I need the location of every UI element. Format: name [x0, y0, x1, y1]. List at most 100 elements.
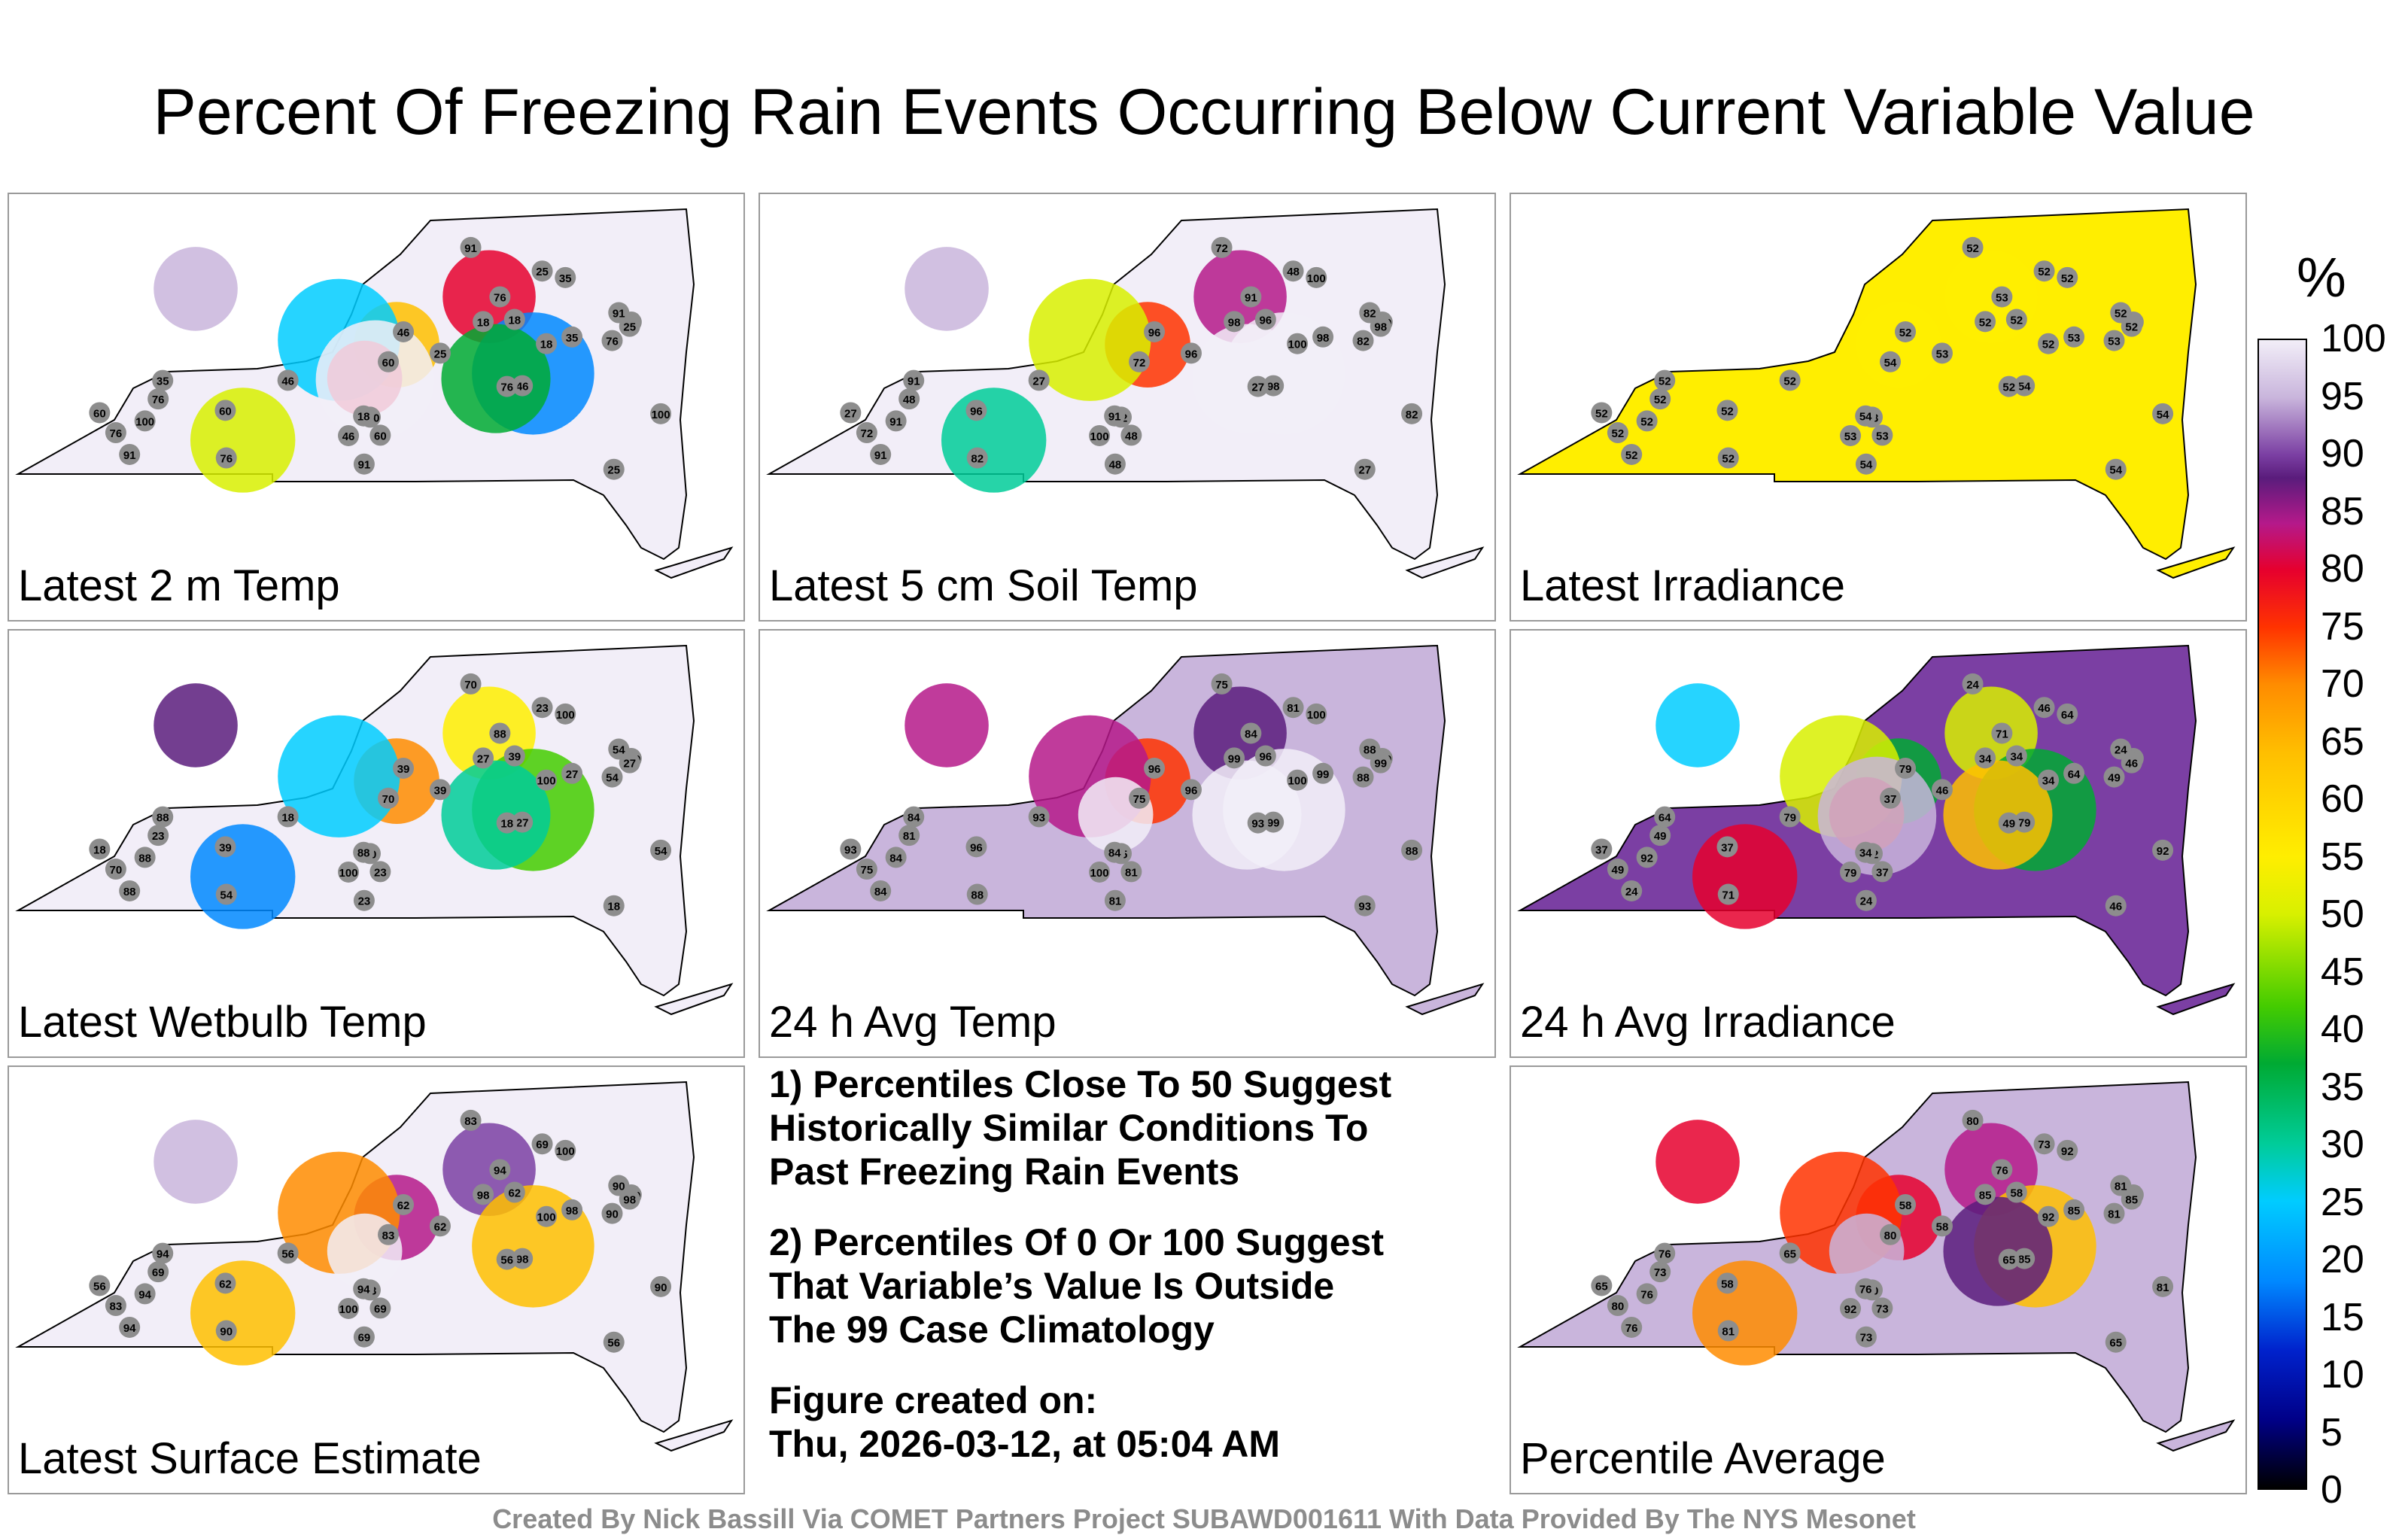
- station-marker: 75: [856, 859, 877, 880]
- station-value: 83: [464, 1115, 477, 1128]
- station-dot: [536, 769, 558, 791]
- station-marker: 98: [619, 1188, 640, 1210]
- station-dot: [1591, 1275, 1613, 1296]
- station-value: 62: [397, 1199, 410, 1212]
- station-value: 84: [874, 886, 887, 898]
- station-marker: 46: [1931, 779, 1953, 801]
- station-marker: 46: [393, 321, 415, 342]
- station-value: 88: [157, 812, 169, 825]
- station-marker: 91: [353, 453, 375, 475]
- panel-label: Latest Wetbulb Temp: [18, 998, 427, 1047]
- figure-title: Percent Of Freezing Rain Events Occurrin…: [153, 76, 2255, 148]
- station-marker: 76: [1991, 1159, 2013, 1181]
- map-panel-24h-avg-temp: 84 88 75 81 93 96 99 100 84 88 75 81 93 96 99 100 84 88 75…: [759, 629, 1496, 1058]
- station-marker: 76: [1621, 1316, 1643, 1338]
- station-value: 18: [607, 901, 620, 913]
- station-value: 53: [1936, 348, 1949, 360]
- colorbar: [2258, 339, 2307, 1490]
- station-value: 52: [2038, 266, 2051, 278]
- station-marker: 60: [89, 402, 111, 424]
- station-marker: 46: [338, 424, 360, 446]
- station-dot: [1871, 424, 1893, 446]
- station-value: 62: [508, 1187, 521, 1200]
- station-marker: 93: [1028, 806, 1050, 828]
- station-value: 76: [494, 291, 506, 304]
- station-dot: [2014, 811, 2036, 833]
- station-value: 46: [281, 375, 294, 388]
- station-marker: 85: [2014, 1248, 2036, 1269]
- station-dot: [2121, 315, 2142, 337]
- station-dot: [152, 806, 174, 828]
- station-value: 81: [1109, 895, 1122, 908]
- colorbar-tick-label: 30: [2321, 1123, 2364, 1166]
- station-dot: [1287, 769, 1309, 791]
- station-marker: 80: [1880, 1223, 1902, 1245]
- long-island-shape: [654, 1419, 734, 1452]
- station-marker: 37: [1716, 836, 1738, 858]
- station-dot: [1779, 806, 1801, 828]
- station-value: 98: [623, 1194, 636, 1207]
- station-marker: 52: [1607, 422, 1628, 444]
- station-dot: [1649, 388, 1671, 410]
- station-dot: [601, 330, 623, 351]
- station-dot: [1855, 453, 1877, 475]
- station-marker: 91: [870, 443, 892, 465]
- station-marker: 85: [1975, 1184, 1996, 1205]
- station-value: 35: [559, 272, 572, 285]
- station-value: 88: [357, 847, 370, 860]
- station-dot: [338, 424, 360, 446]
- station-marker: 18: [603, 895, 625, 916]
- station-marker: 46: [277, 369, 299, 391]
- station-value: 64: [2061, 709, 2074, 722]
- station-marker: 52: [1636, 410, 1658, 432]
- station-value: 88: [1357, 772, 1370, 785]
- station-value: 90: [655, 1281, 667, 1294]
- station-dot: [378, 787, 400, 809]
- station-marker: 56: [89, 1275, 111, 1296]
- station-value: 79: [1783, 811, 1796, 824]
- station-value: 96: [970, 841, 983, 854]
- station-marker: 53: [1991, 286, 2013, 308]
- station-value: 39: [434, 784, 447, 797]
- station-marker: 52: [1962, 236, 1984, 258]
- station-dot: [1401, 403, 1423, 424]
- station-marker: 81: [1120, 861, 1142, 883]
- station-dot: [561, 1199, 583, 1220]
- station-marker: 52: [1717, 447, 1739, 469]
- station-marker: 99: [1224, 747, 1245, 769]
- station-marker: 100: [650, 403, 672, 424]
- colorbar-tick-label: 5: [2321, 1410, 2343, 1454]
- station-value: 91: [613, 308, 625, 321]
- value-blob: [190, 388, 296, 493]
- station-dot: [353, 405, 375, 427]
- station-marker: 100: [536, 1205, 558, 1227]
- ny-map: 2449374679346471922449374679346471922449…: [1517, 644, 2236, 1016]
- station-dot: [369, 1297, 391, 1319]
- station-value: 80: [1612, 1300, 1625, 1313]
- station-value: 94: [123, 1322, 136, 1335]
- station-value: 52: [1722, 453, 1735, 466]
- station-marker: 100: [1287, 769, 1309, 791]
- station-dot: [650, 839, 672, 861]
- station-marker: 85: [2121, 1188, 2142, 1210]
- station-dot: [1716, 400, 1738, 421]
- station-value: 56: [281, 1248, 294, 1260]
- value-blob: [1817, 756, 1937, 876]
- station-dot: [1607, 1295, 1628, 1317]
- station-dot: [1352, 766, 1374, 788]
- station-dot: [1840, 1297, 1862, 1319]
- station-marker: 92: [2152, 839, 2174, 861]
- station-dot: [1991, 722, 2013, 744]
- value-blob: [1192, 760, 1302, 870]
- ny-map: 88 54 70 23 18 39 27 100 88 54 70 23 18 39 27 100 88 54 70…: [15, 644, 734, 1016]
- station-marker: 37: [1591, 838, 1613, 860]
- station-marker: 34: [1855, 841, 1877, 863]
- station-value: 88: [494, 728, 506, 740]
- station-value: 98: [477, 1189, 490, 1202]
- station-dot: [840, 402, 862, 424]
- station-marker: 34: [2038, 769, 2060, 791]
- station-marker: 90: [215, 1320, 237, 1342]
- station-dot: [89, 838, 111, 860]
- station-marker: 98: [1263, 375, 1285, 397]
- value-blob: [1192, 324, 1302, 433]
